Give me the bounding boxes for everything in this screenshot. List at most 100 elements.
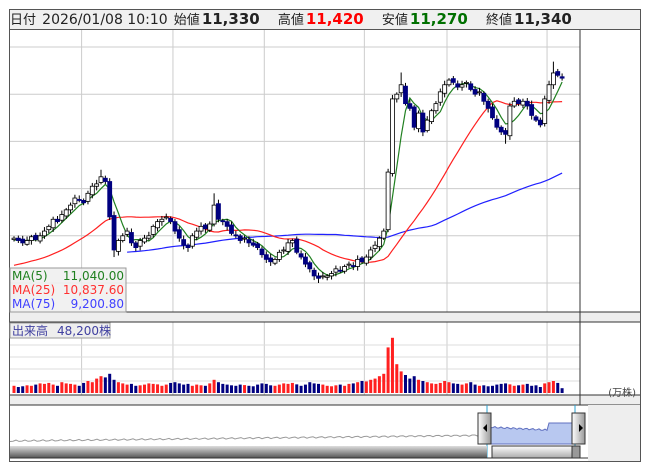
candle (133, 240, 139, 252)
volume-bar (299, 385, 303, 393)
candle (172, 219, 178, 235)
candle-down (250, 242, 256, 246)
candle-down (494, 118, 500, 128)
candle (233, 230, 239, 239)
volume-bar (256, 384, 260, 393)
volume-bar (556, 382, 560, 393)
candle-down (472, 89, 478, 95)
candle-down (311, 269, 317, 277)
volume-bar (347, 383, 351, 393)
volume-bar (216, 382, 220, 393)
candle-down (246, 239, 252, 244)
candle-down (407, 103, 413, 109)
volume-bar (364, 381, 368, 393)
volume-bar (60, 382, 64, 393)
candle-up (37, 235, 43, 242)
candle (15, 235, 21, 243)
candle-up (281, 249, 287, 252)
volume-bar (451, 383, 455, 393)
volume-bar (434, 383, 438, 393)
volume-bar (408, 378, 412, 393)
candle (59, 210, 65, 223)
candle (303, 253, 308, 268)
candle (542, 95, 548, 127)
candle-up (416, 112, 421, 130)
candle (316, 272, 321, 283)
volume-bar (143, 384, 146, 393)
volume-bar (373, 378, 377, 393)
candle-up (272, 258, 278, 264)
navigator-corner (588, 405, 640, 461)
volume-bar (77, 385, 81, 393)
candle-up (146, 235, 152, 239)
candle (116, 238, 121, 256)
volume-bar (517, 385, 521, 393)
candle-down (20, 238, 26, 244)
volume-bar (438, 382, 442, 393)
candle (220, 218, 226, 226)
candle-down (337, 269, 343, 272)
volume-bar (477, 385, 481, 393)
candle (498, 125, 504, 135)
navigator-scrollbar-track[interactable] (10, 446, 487, 458)
candle (98, 169, 104, 185)
candle-up (459, 84, 465, 88)
candle (194, 227, 200, 241)
candle-up (28, 236, 34, 241)
candle-up (463, 82, 469, 84)
volume-bar (395, 364, 399, 393)
candle-up (242, 237, 247, 240)
candle (216, 199, 221, 223)
volume-bar (469, 382, 473, 393)
navigator-right-handle[interactable] (571, 412, 586, 445)
candle-up (59, 214, 65, 221)
candle-down (411, 106, 417, 128)
volume-bar (508, 384, 512, 393)
navigator[interactable] (9, 405, 640, 461)
candle-down (537, 119, 543, 126)
y-axis-panel (580, 30, 640, 405)
candle-up (385, 171, 391, 231)
candle-down (524, 100, 530, 107)
volume-bar (308, 382, 312, 393)
candle-down (33, 234, 39, 240)
candle-down (307, 262, 313, 270)
candle-up (398, 84, 404, 94)
candle-down (498, 126, 504, 133)
candle-up (289, 240, 295, 244)
candle (363, 254, 369, 266)
volume-legend: 出来高 48,200株 (9, 322, 111, 339)
navigator-scrollbar-thumb[interactable] (491, 445, 573, 459)
candle (46, 224, 52, 234)
candle (446, 78, 452, 87)
candle-down (202, 224, 208, 230)
candle (494, 115, 500, 130)
navigator-scrollbar-end (571, 445, 581, 459)
volume-bar (538, 387, 542, 393)
candle-down (107, 181, 113, 218)
candle-up (437, 91, 443, 103)
candle-up (155, 221, 160, 229)
volume-bar (234, 385, 238, 393)
candle (416, 110, 421, 133)
volume-bar (134, 385, 138, 393)
candle-down (216, 203, 221, 220)
candle-up (368, 249, 374, 258)
volume-bar (360, 381, 364, 393)
candle-down (255, 243, 261, 249)
volume-unit: (万株) (608, 386, 636, 399)
navigator-left-handle[interactable] (477, 412, 492, 445)
candle (424, 116, 430, 133)
volume-bar (321, 384, 325, 393)
candle (559, 73, 565, 81)
candle-down (176, 229, 182, 239)
triangle-left-icon (483, 424, 487, 432)
candle-down (294, 238, 300, 253)
volume-bar (377, 376, 381, 393)
candle (111, 211, 117, 258)
volume-bar (512, 385, 516, 393)
candle-down (76, 199, 82, 201)
candle-up (520, 100, 526, 106)
candle (146, 231, 152, 241)
